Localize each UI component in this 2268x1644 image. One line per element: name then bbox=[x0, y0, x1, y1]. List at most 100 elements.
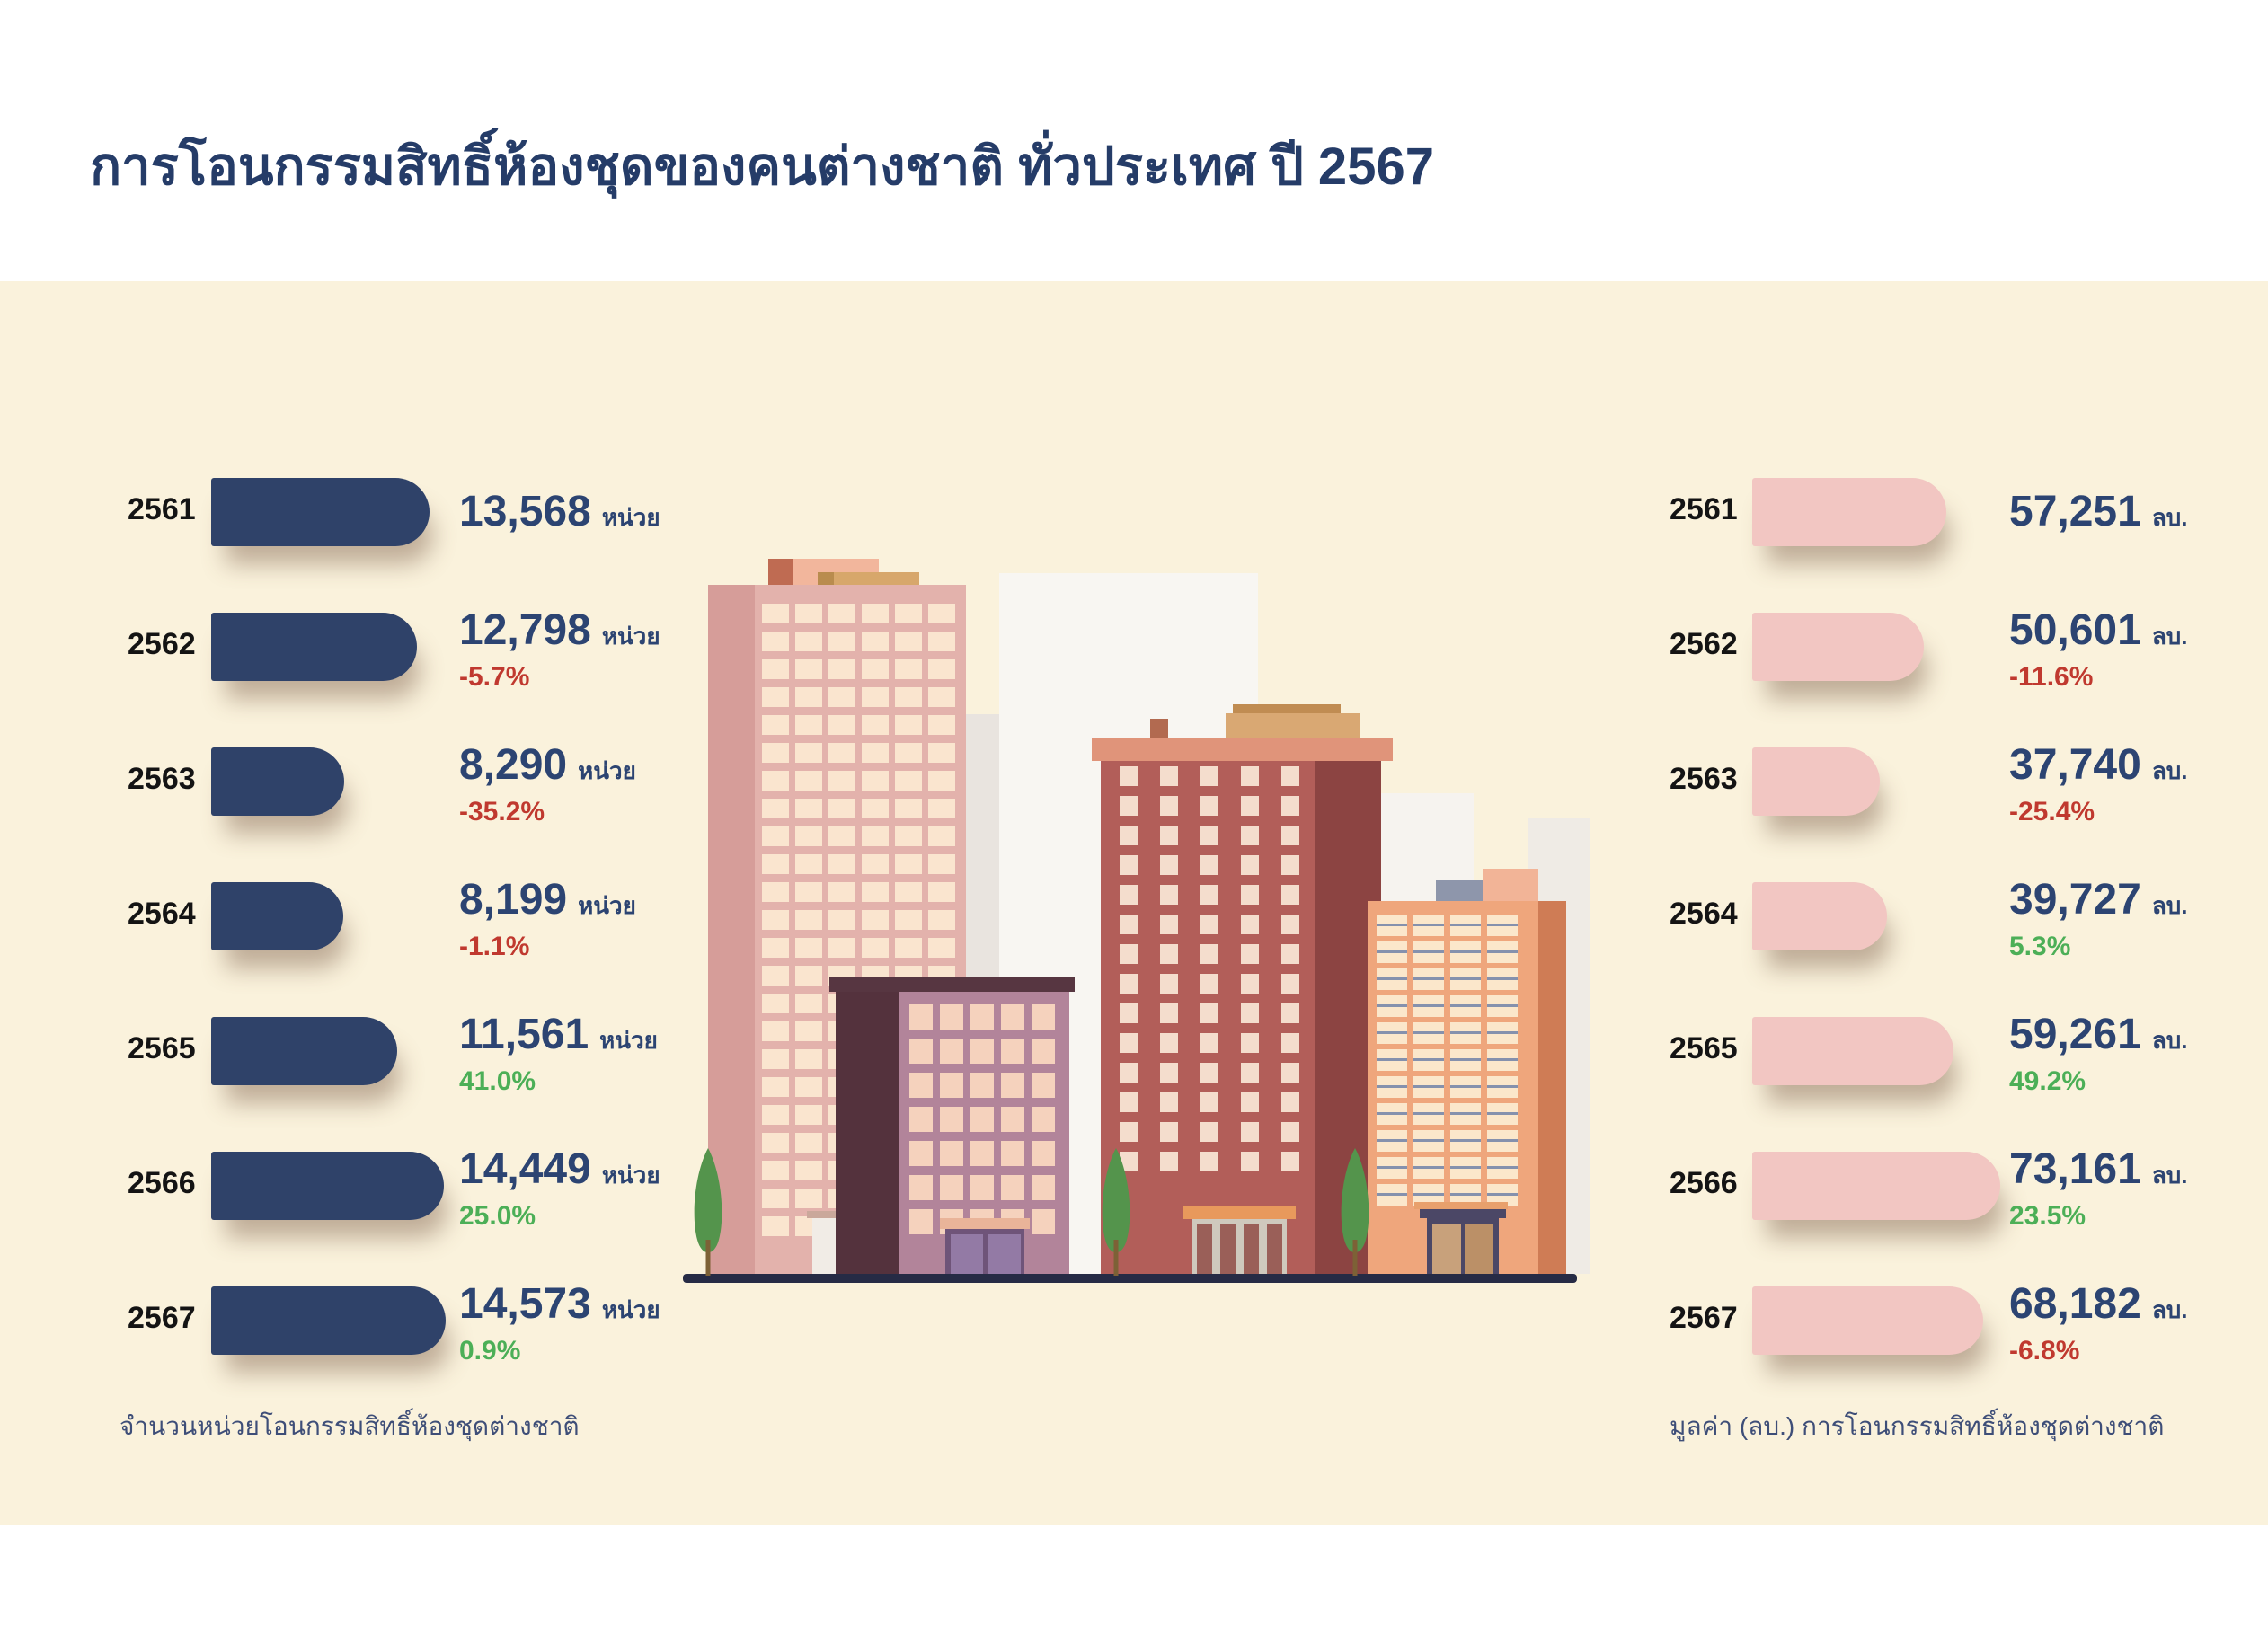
value-block: 12,798 หน่วย -5.7% bbox=[459, 607, 660, 693]
value-line: 57,251 ลบ. bbox=[2009, 489, 2187, 536]
chart-row: 2561 57,251 ลบ. bbox=[0, 478, 2268, 546]
value-text: 57,251 bbox=[2009, 488, 2141, 535]
value-line: 73,161 ลบ. bbox=[2009, 1146, 2187, 1194]
value-text: 13,568 bbox=[459, 488, 591, 535]
value-block: 8,290 หน่วย -35.2% bbox=[459, 742, 636, 827]
value-block: 14,449 หน่วย 25.0% bbox=[459, 1146, 660, 1232]
value-bar bbox=[211, 882, 343, 950]
units-chart-caption: จำนวนหน่วยโอนกรรมสิทธิ์ห้องชุดต่างชาติ bbox=[120, 1412, 580, 1440]
percent-change: -6.8% bbox=[2009, 1336, 2080, 1366]
year-label: 2566 bbox=[128, 1166, 196, 1200]
value-text: 8,290 bbox=[459, 741, 568, 789]
chart-row: 2562 50,601 ลบ. -11.6% bbox=[0, 607, 2268, 693]
unit-suffix: หน่วย bbox=[601, 1162, 660, 1189]
unit-suffix: หน่วย bbox=[578, 892, 636, 919]
percent-change: -35.2% bbox=[459, 797, 545, 826]
ground-line bbox=[683, 1274, 1577, 1283]
year-label: 2563 bbox=[1670, 762, 1738, 796]
percent-change: 23.5% bbox=[2009, 1201, 2086, 1231]
value-block: 59,261 ลบ. 49.2% bbox=[2009, 1012, 2187, 1097]
tree bbox=[1102, 1148, 1130, 1276]
value-block: 50,601 ลบ. -11.6% bbox=[2009, 607, 2187, 693]
value-text: 50,601 bbox=[2009, 606, 2141, 654]
value-line: 14,573 หน่วย bbox=[459, 1281, 660, 1329]
value-bar bbox=[1752, 882, 1887, 950]
value-bar bbox=[1752, 478, 1946, 546]
value-text: 59,261 bbox=[2009, 1011, 2141, 1058]
value-block: 8,199 หน่วย -1.1% bbox=[459, 877, 636, 962]
unit-suffix: ลบ. bbox=[2151, 892, 2188, 919]
unit-suffix: ลบ. bbox=[2151, 1027, 2188, 1054]
value-bar bbox=[211, 613, 417, 681]
chart-row: 2566 73,161 ลบ. 23.5% bbox=[0, 1146, 2268, 1232]
year-label: 2567 bbox=[1670, 1301, 1738, 1335]
unit-suffix: หน่วย bbox=[599, 1027, 658, 1054]
value-text: 14,449 bbox=[459, 1145, 591, 1193]
page-title: การโอนกรรมสิทธิ์ห้องชุดของคนต่างชาติ ทั่… bbox=[90, 137, 1434, 196]
unit-suffix: ลบ. bbox=[2151, 1162, 2188, 1189]
year-label: 2567 bbox=[128, 1301, 196, 1335]
value-line: 50,601 ลบ. bbox=[2009, 607, 2187, 655]
percent-change: -5.7% bbox=[459, 662, 530, 692]
city-illustration bbox=[683, 559, 1590, 1283]
chart-row: 2561 13,568 หน่วย bbox=[0, 478, 2268, 546]
value-text: 11,561 bbox=[459, 1011, 589, 1058]
year-label: 2562 bbox=[128, 627, 196, 661]
chart-row: 2567 68,182 ลบ. -6.8% bbox=[0, 1281, 2268, 1366]
footer-band bbox=[0, 1525, 2268, 1644]
percent-change: -1.1% bbox=[459, 932, 530, 961]
value-text: 73,161 bbox=[2009, 1145, 2141, 1193]
value-bar bbox=[1752, 747, 1880, 816]
value-block: 68,182 ลบ. -6.8% bbox=[2009, 1281, 2187, 1366]
chart-row: 2565 59,261 ลบ. 49.2% bbox=[0, 1012, 2268, 1097]
value-text: 68,182 bbox=[2009, 1280, 2141, 1328]
percent-change: -11.6% bbox=[2009, 662, 2094, 692]
value-bar bbox=[211, 478, 430, 546]
value-bar bbox=[211, 1286, 446, 1355]
percent-change: 25.0% bbox=[459, 1201, 536, 1231]
value-line: 12,798 หน่วย bbox=[459, 607, 660, 655]
value-line: 8,199 หน่วย bbox=[459, 877, 636, 924]
value-line: 59,261 ลบ. bbox=[2009, 1012, 2187, 1059]
value-line: 37,740 ลบ. bbox=[2009, 742, 2187, 790]
chart-row: 2562 12,798 หน่วย -5.7% bbox=[0, 607, 2268, 693]
year-label: 2565 bbox=[128, 1031, 196, 1065]
value-line: 11,561 หน่วย bbox=[459, 1012, 658, 1059]
value-text: 39,727 bbox=[2009, 876, 2141, 924]
value-bar bbox=[1752, 613, 1924, 681]
chart-row: 2563 8,290 หน่วย -35.2% bbox=[0, 742, 2268, 827]
year-label: 2561 bbox=[1670, 492, 1738, 526]
value-line: 39,727 ลบ. bbox=[2009, 877, 2187, 924]
value-block: 73,161 ลบ. 23.5% bbox=[2009, 1146, 2187, 1232]
value-bar bbox=[1752, 1152, 2000, 1220]
year-label: 2566 bbox=[1670, 1166, 1738, 1200]
percent-change: -25.4% bbox=[2009, 797, 2095, 826]
header-band bbox=[0, 0, 2268, 281]
value-block: 37,740 ลบ. -25.4% bbox=[2009, 742, 2187, 827]
percent-change: 5.3% bbox=[2009, 932, 2071, 961]
year-label: 2563 bbox=[128, 762, 196, 796]
unit-suffix: ลบ. bbox=[2151, 623, 2188, 650]
year-label: 2565 bbox=[1670, 1031, 1738, 1065]
orange-building bbox=[1368, 869, 1566, 1274]
unit-suffix: ลบ. bbox=[2151, 1296, 2188, 1323]
year-label: 2561 bbox=[128, 492, 196, 526]
unit-suffix: ลบ. bbox=[2151, 504, 2188, 531]
unit-suffix: หน่วย bbox=[601, 504, 660, 531]
value-block: 14,573 หน่วย 0.9% bbox=[459, 1281, 660, 1366]
value-bar bbox=[211, 1017, 397, 1085]
chart-row: 2563 37,740 ลบ. -25.4% bbox=[0, 742, 2268, 827]
value-block: 11,561 หน่วย 41.0% bbox=[459, 1012, 658, 1097]
value-text: 12,798 bbox=[459, 606, 591, 654]
chart-row: 2566 14,449 หน่วย 25.0% bbox=[0, 1146, 2268, 1232]
chart-row: 2567 14,573 หน่วย 0.9% bbox=[0, 1281, 2268, 1366]
percent-change: 41.0% bbox=[459, 1066, 536, 1096]
value-text: 37,740 bbox=[2009, 741, 2141, 789]
unit-suffix: ลบ. bbox=[2151, 757, 2188, 784]
value-line: 68,182 ลบ. bbox=[2009, 1281, 2187, 1329]
chart-row: 2564 8,199 หน่วย -1.1% bbox=[0, 877, 2268, 962]
value-text: 14,573 bbox=[459, 1280, 591, 1328]
